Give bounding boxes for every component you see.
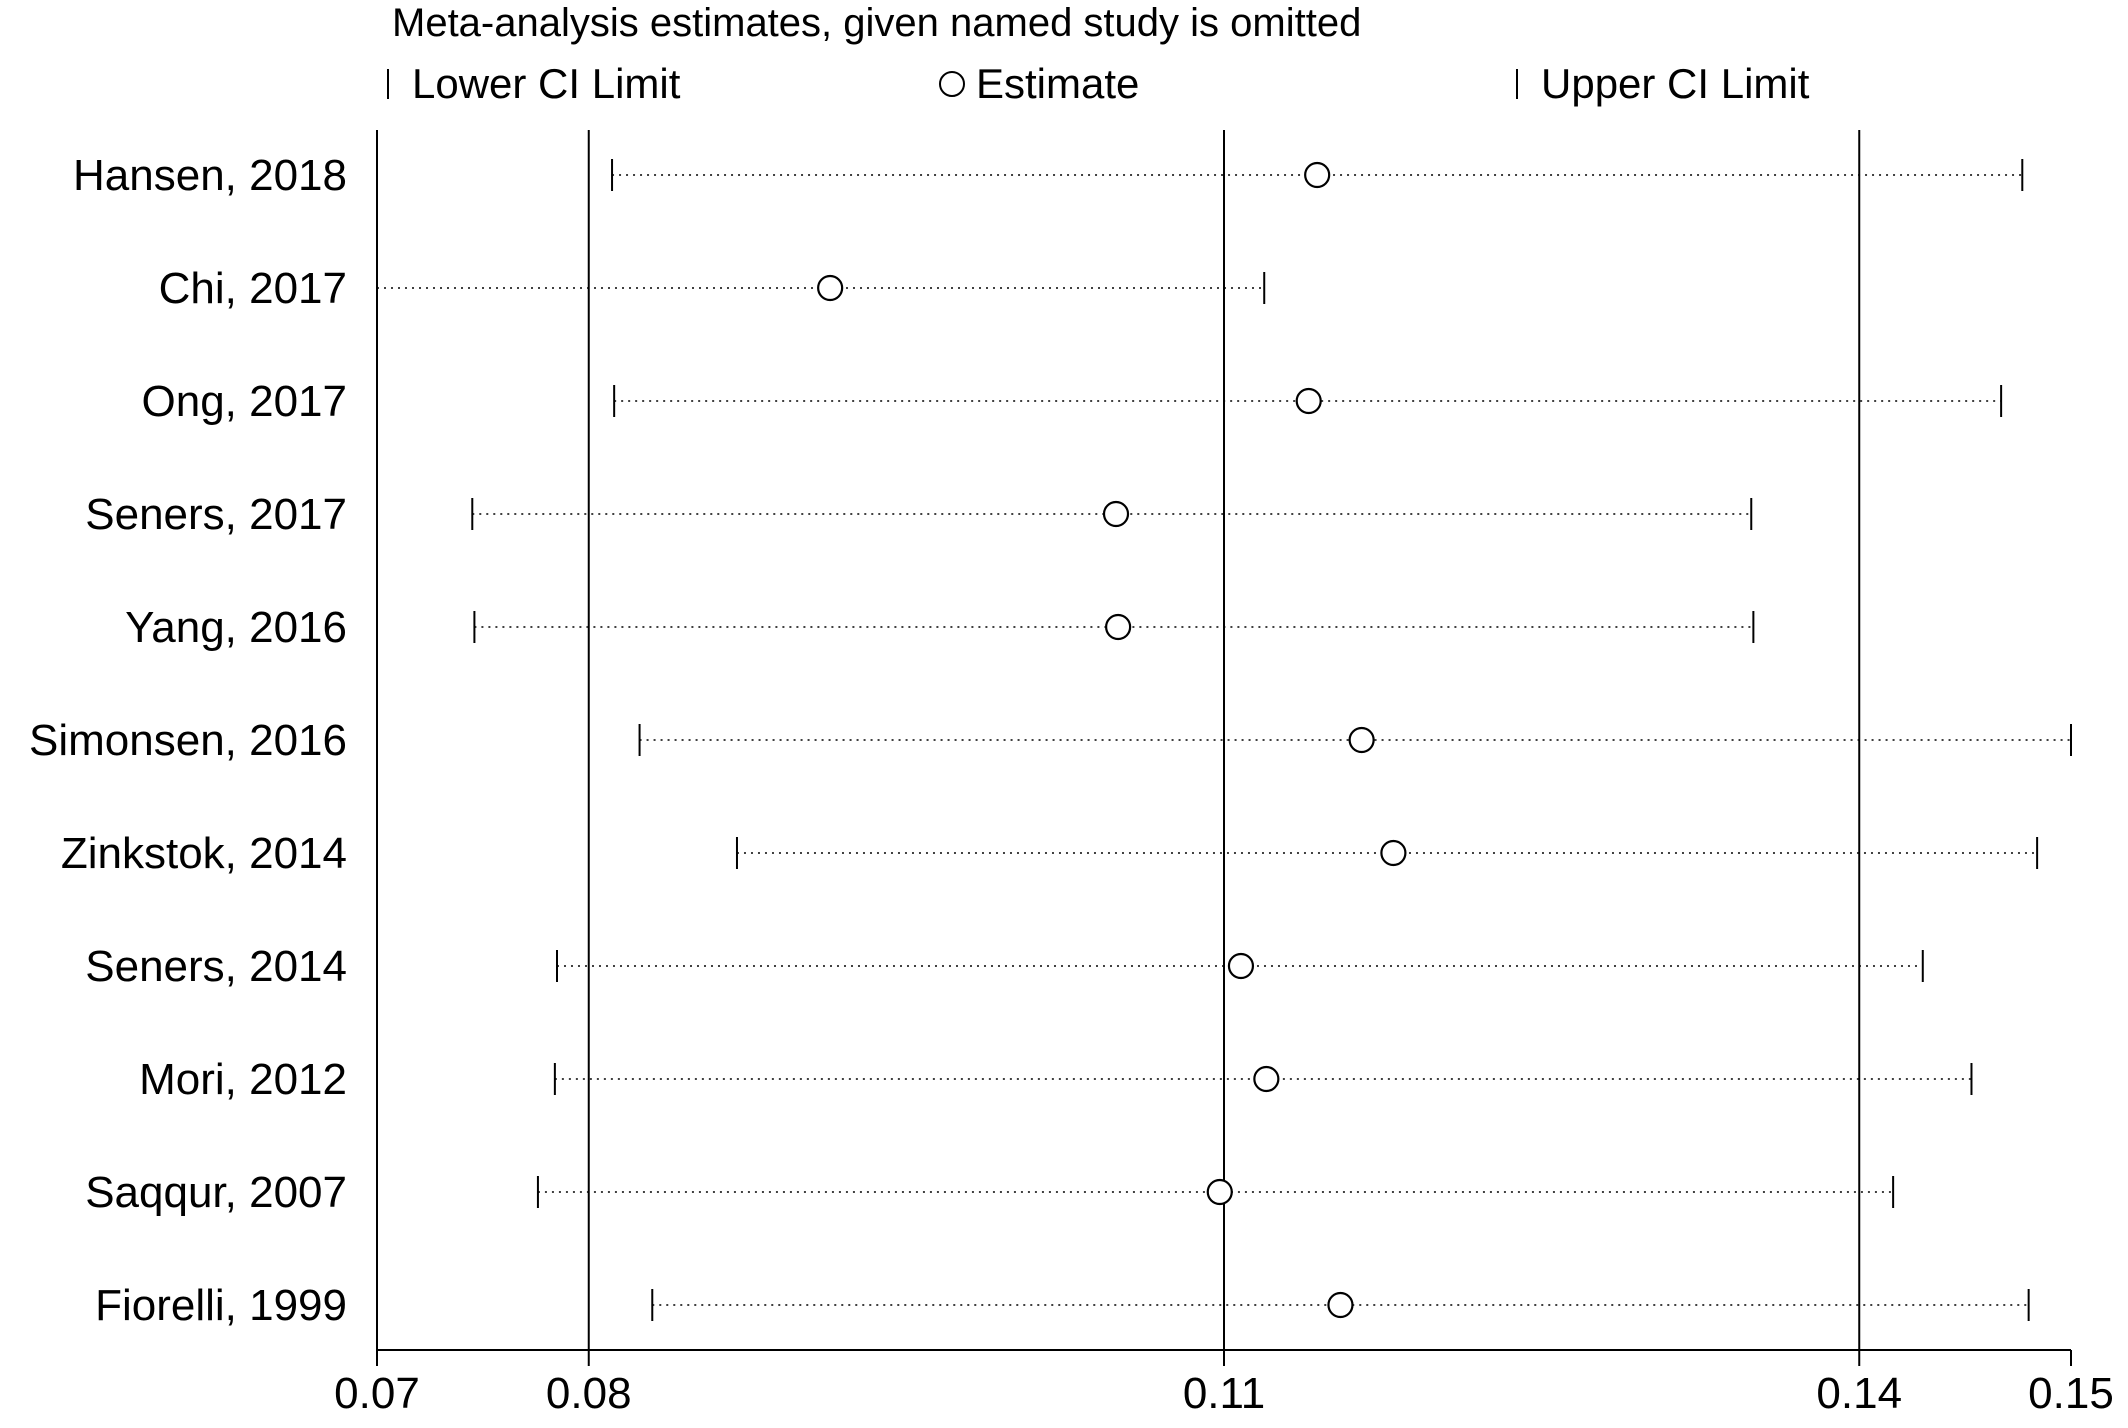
study-row: Seners, 2017 bbox=[85, 490, 1753, 539]
x-tick-label: 0.08 bbox=[546, 1369, 632, 1418]
estimate-point bbox=[1304, 161, 1331, 189]
estimate-point bbox=[1327, 1291, 1354, 1319]
study-label: Simonsen, 2016 bbox=[29, 716, 347, 765]
estimate-point bbox=[817, 274, 844, 302]
study-label: Ong, 2017 bbox=[142, 377, 348, 426]
legend-upper-label: Upper CI Limit bbox=[1541, 60, 1810, 107]
study-row: Yang, 2016 bbox=[125, 603, 1755, 652]
estimate-point bbox=[1227, 952, 1255, 980]
study-label: Yang, 2016 bbox=[125, 603, 347, 652]
study-label: Chi, 2017 bbox=[159, 264, 347, 313]
chart-title: Meta-analysis estimates, given named stu… bbox=[392, 1, 1361, 45]
study-label: Saqqur, 2007 bbox=[85, 1168, 347, 1217]
legend-estimate-circle-icon bbox=[939, 71, 965, 97]
study-rows: Hansen, 2018 Chi, 2017 Ong, 2017 Seners, 20… bbox=[29, 151, 2072, 1330]
study-label: Seners, 2014 bbox=[85, 942, 347, 991]
study-label: Zinkstok, 2014 bbox=[61, 829, 347, 878]
x-tick-label: 0.11 bbox=[1183, 1369, 1265, 1418]
study-row: Ong, 2017 bbox=[142, 377, 2003, 426]
study-row: Chi, 2017 bbox=[159, 264, 1266, 313]
study-label: Hansen, 2018 bbox=[73, 151, 347, 200]
study-row: Simonsen, 2016 bbox=[29, 716, 2072, 765]
x-tick-label: 0.07 bbox=[334, 1369, 420, 1418]
estimate-point bbox=[1348, 726, 1375, 754]
legend-lower-label: Lower CI Limit bbox=[412, 60, 681, 107]
study-row: Mori, 2012 bbox=[139, 1055, 1973, 1104]
legend: Lower CI Limit Estimate Upper CI Limit bbox=[387, 60, 1810, 107]
study-label: Seners, 2017 bbox=[85, 490, 347, 539]
x-axis: 0.07 0.08 0.11 0.14 0.15 bbox=[334, 1349, 2114, 1418]
estimate-point bbox=[1102, 500, 1130, 528]
estimate-point bbox=[1253, 1065, 1280, 1093]
estimate-point bbox=[1105, 613, 1132, 641]
study-row: Fiorelli, 1999 bbox=[95, 1281, 2030, 1330]
study-row: Zinkstok, 2014 bbox=[61, 829, 2039, 878]
study-row: Seners, 2014 bbox=[85, 942, 1924, 991]
study-label: Mori, 2012 bbox=[139, 1055, 347, 1104]
legend-estimate-label: Estimate bbox=[976, 60, 1139, 107]
estimate-point bbox=[1380, 839, 1407, 867]
x-tick-label: 0.14 bbox=[1816, 1369, 1902, 1418]
x-tick-label: 0.15 bbox=[2028, 1369, 2114, 1418]
study-row: Saqqur, 2007 bbox=[85, 1168, 1895, 1217]
estimate-point bbox=[1295, 387, 1322, 415]
estimate-point bbox=[1206, 1178, 1233, 1206]
study-row: Hansen, 2018 bbox=[73, 151, 2024, 200]
study-label: Fiorelli, 1999 bbox=[95, 1281, 347, 1330]
reference-lines bbox=[376, 130, 1861, 1350]
